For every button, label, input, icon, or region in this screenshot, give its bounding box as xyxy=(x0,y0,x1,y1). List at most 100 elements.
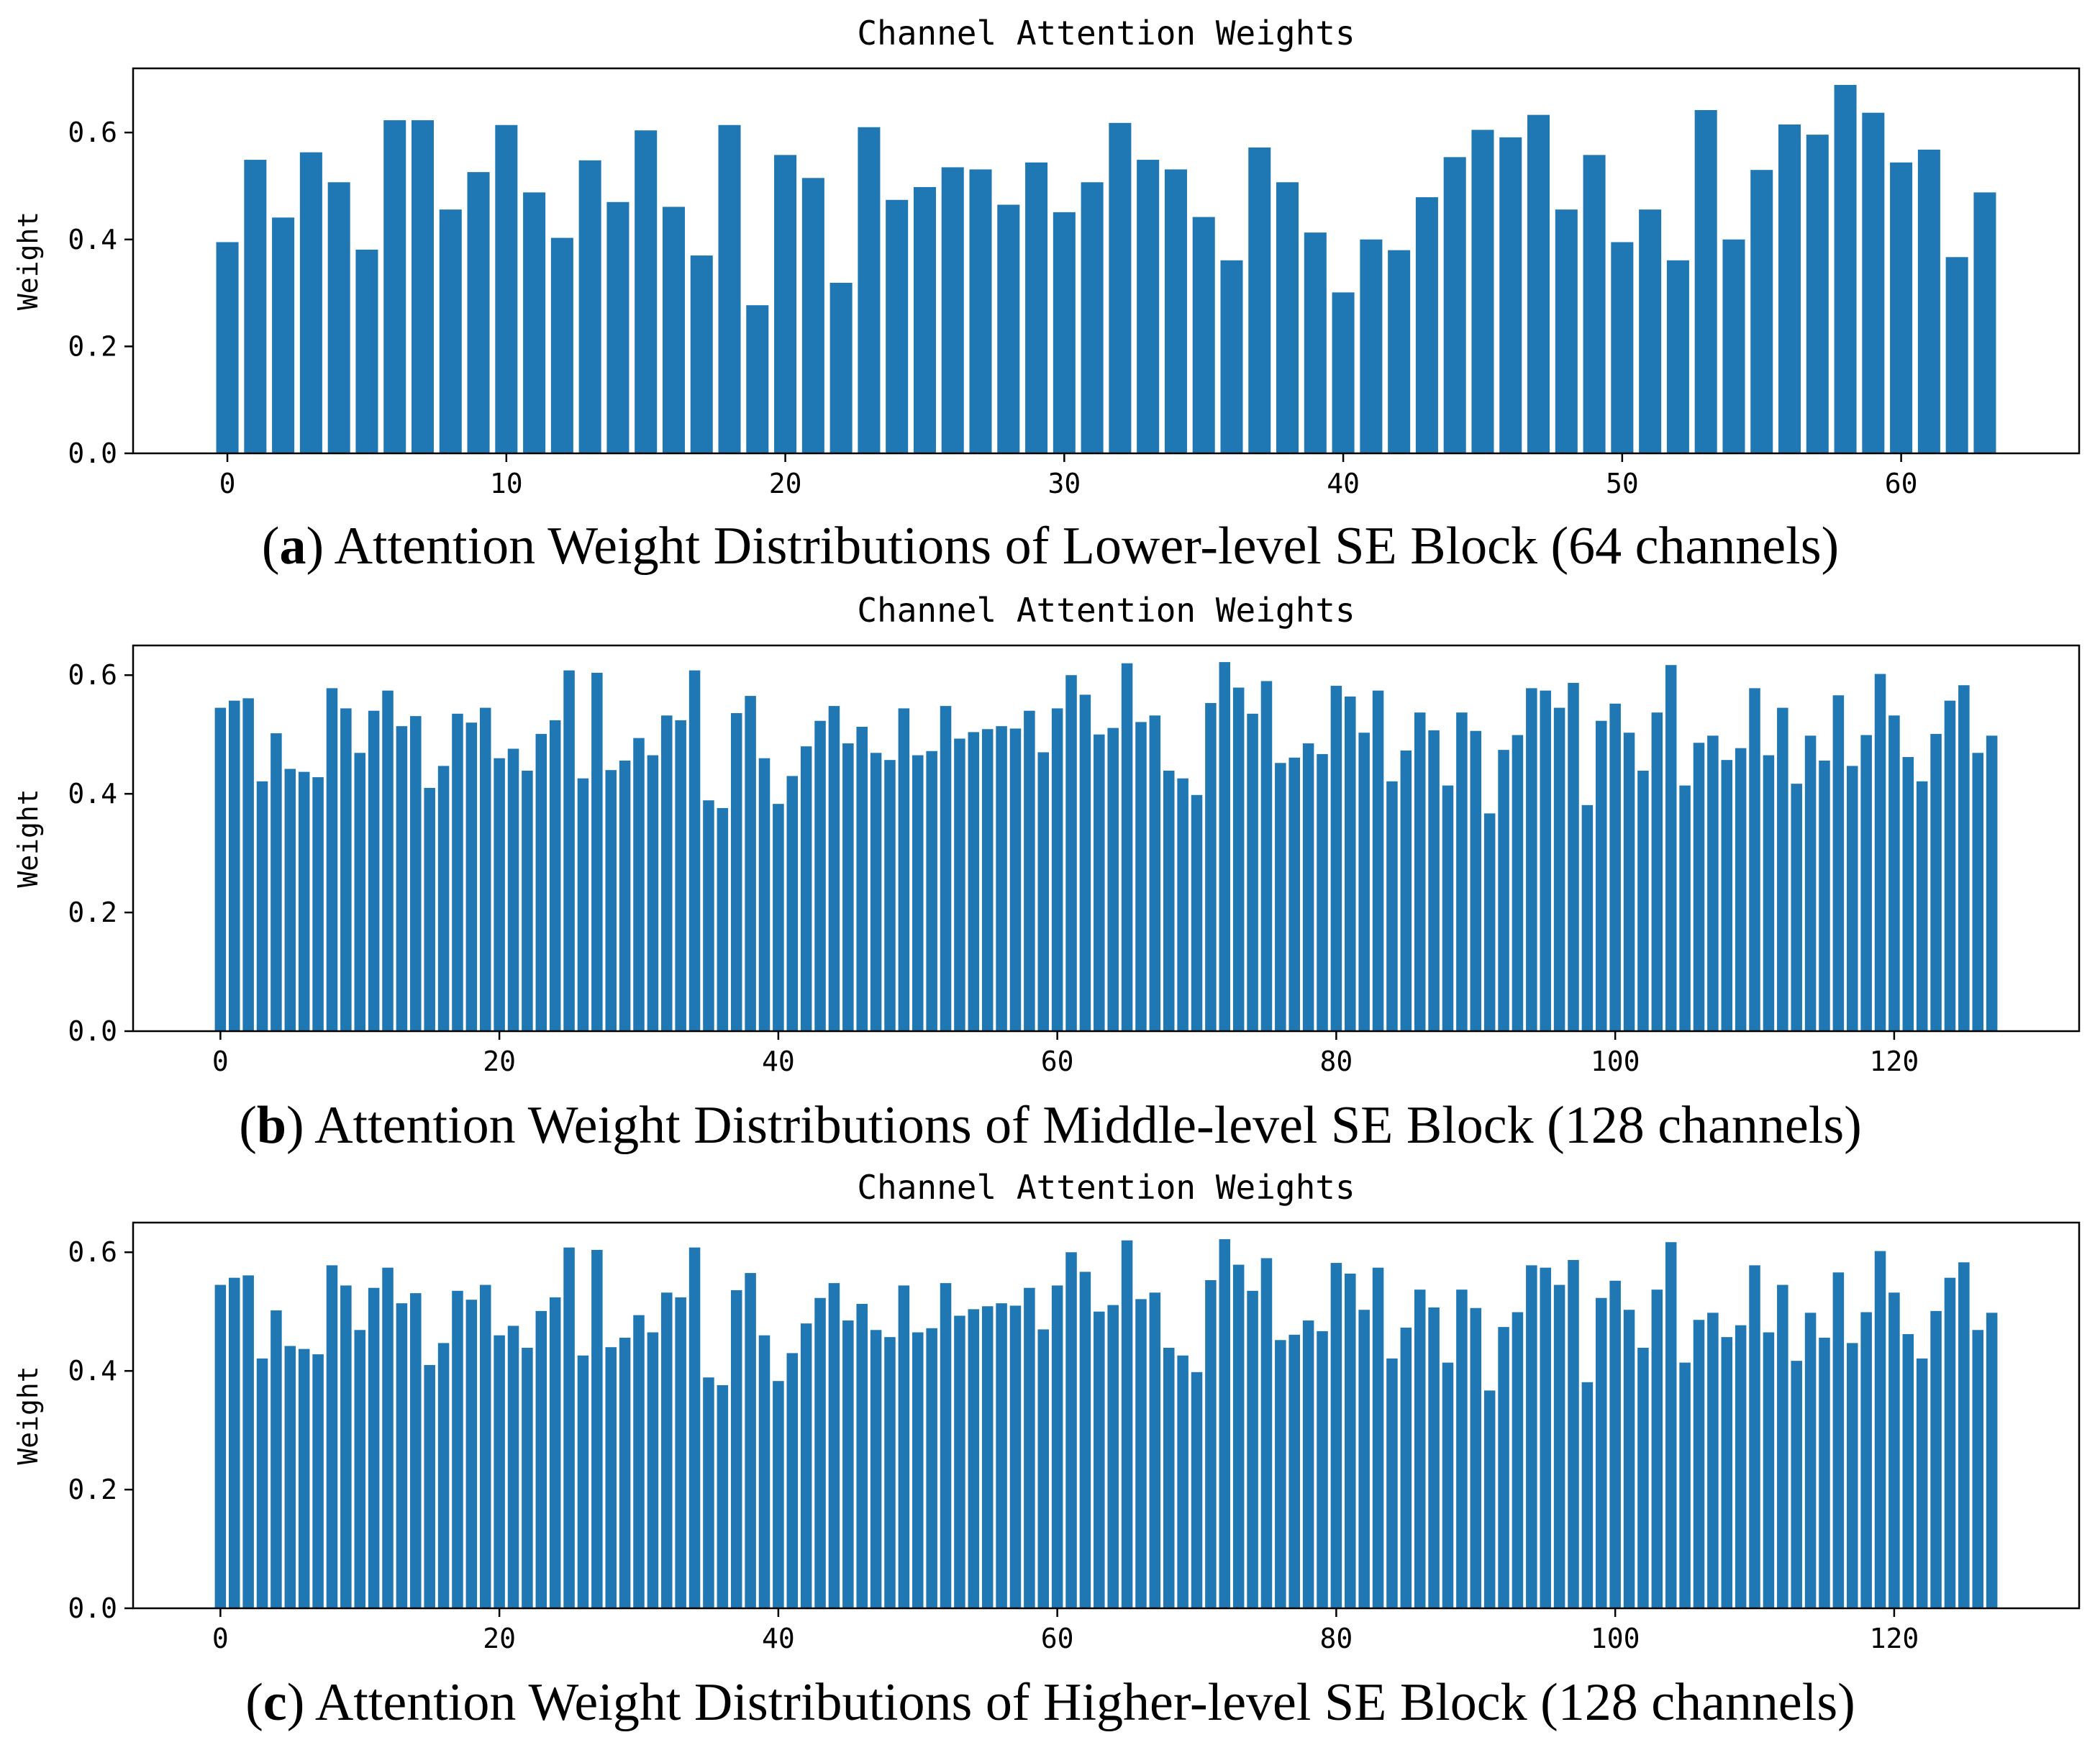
bar-channel-14 xyxy=(606,201,629,453)
bar-channel-88 xyxy=(1442,785,1454,1031)
bar-channel-96 xyxy=(1553,1284,1565,1608)
bar-channel-114 xyxy=(1804,735,1817,1031)
bar-channel-60 xyxy=(1051,1285,1063,1608)
bar-channel-87 xyxy=(1428,1307,1440,1608)
bar-channel-64 xyxy=(1107,1305,1119,1608)
bar-channel-111 xyxy=(1763,1332,1775,1608)
bar-channel-19 xyxy=(479,1284,491,1608)
bar-channel-0 xyxy=(216,242,239,453)
bar-channel-81 xyxy=(1345,696,1356,1031)
bar-channel-86 xyxy=(1414,1290,1426,1608)
bar-channel-91 xyxy=(1483,1390,1496,1608)
bar-channel-62 xyxy=(1945,257,1968,453)
bar-channel-115 xyxy=(1819,760,1830,1031)
caption-close-paren: ) xyxy=(286,1096,314,1155)
bar-channel-76 xyxy=(1275,763,1286,1031)
bar-channel-26 xyxy=(577,778,589,1031)
bar-channel-61 xyxy=(1917,149,1940,453)
bar-channel-15 xyxy=(635,130,658,453)
bar-channel-92 xyxy=(1498,750,1509,1031)
bar-channel-53 xyxy=(954,1315,965,1608)
bar-channel-53 xyxy=(1694,109,1717,453)
bar-channel-101 xyxy=(1623,733,1635,1031)
bar-channel-39 xyxy=(758,1335,771,1608)
bar-channel-21 xyxy=(507,748,519,1031)
bar-channel-2 xyxy=(242,1275,254,1608)
y-tick-label: 0.6 xyxy=(68,117,117,148)
bar-channel-61 xyxy=(1065,1252,1077,1608)
bar-channel-73 xyxy=(1232,687,1245,1031)
bar-channel-83 xyxy=(1372,690,1384,1031)
bar-channel-55 xyxy=(1750,170,1773,453)
bar-channel-19 xyxy=(479,707,491,1031)
caption-text: Attention Weight Distributions of Higher… xyxy=(315,1673,1855,1732)
bar-channel-54 xyxy=(968,1309,980,1608)
bar-channel-104 xyxy=(1665,1242,1677,1608)
bar-channel-13 xyxy=(578,160,601,453)
bar-channel-91 xyxy=(1483,813,1496,1031)
bar-channel-119 xyxy=(1874,1251,1886,1608)
bar-channel-51 xyxy=(1639,209,1662,453)
y-axis-label: Weight xyxy=(12,1366,44,1464)
chart-panel-c: Channel Attention Weights 0.0 0.2 0.4 0.6 0 20… xyxy=(12,1168,2081,1732)
bar-channel-34 xyxy=(688,670,701,1031)
chart-panel-b: Channel Attention Weights 0.0 0.2 0.4 0.6 0 20… xyxy=(12,591,2081,1155)
bar-channel-57 xyxy=(1009,1305,1022,1608)
bar-channel-95 xyxy=(1540,690,1551,1031)
x-tick-label: 40 xyxy=(1327,468,1360,499)
chart-title: Channel Attention Weights xyxy=(857,1168,1355,1207)
bar-channel-0 xyxy=(214,707,227,1031)
bar-channel-48 xyxy=(1555,209,1578,453)
bar-channel-11 xyxy=(523,192,546,453)
bar-channel-97 xyxy=(1568,1259,1579,1608)
bar-channel-79 xyxy=(1317,753,1328,1031)
bar-channel-55 xyxy=(981,1306,994,1608)
bar-channel-44 xyxy=(828,1283,840,1608)
bar-channel-75 xyxy=(1260,681,1273,1031)
bar-channel-51 xyxy=(926,1328,937,1608)
bar-channel-63 xyxy=(1973,192,1996,453)
bar-channel-122 xyxy=(1916,781,1928,1031)
bar-channel-50 xyxy=(1611,242,1634,453)
bar-channel-118 xyxy=(1860,735,1872,1031)
bar-channel-35 xyxy=(703,1377,714,1608)
bar-channel-42 xyxy=(1388,250,1411,453)
bar-channel-63 xyxy=(1094,1311,1105,1608)
bar-channel-111 xyxy=(1763,755,1775,1031)
panel-caption: (c) Attention Weight Distributions of Hi… xyxy=(245,1673,1855,1732)
bar-channel-74 xyxy=(1247,1290,1258,1608)
bar-channel-29 xyxy=(619,1337,631,1608)
bar-channel-100 xyxy=(1609,703,1621,1031)
bar-channel-54 xyxy=(968,732,980,1031)
bar-channel-93 xyxy=(1512,735,1524,1031)
bar-channel-34 xyxy=(1164,169,1187,453)
bar-channel-112 xyxy=(1777,1284,1788,1608)
bar-channel-73 xyxy=(1232,1264,1245,1608)
bar-channel-47 xyxy=(870,753,882,1031)
bar-channel-105 xyxy=(1679,1362,1691,1608)
bar-channel-23 xyxy=(535,1310,547,1608)
bar-channel-46 xyxy=(856,1303,868,1608)
bar-channel-71 xyxy=(1205,702,1217,1031)
bar-channel-127 xyxy=(1986,1313,1998,1608)
bar-channel-20 xyxy=(494,1335,505,1608)
bar-channel-122 xyxy=(1916,1358,1928,1608)
bar-channel-36 xyxy=(1220,260,1243,453)
bar-channel-101 xyxy=(1623,1310,1635,1608)
x-tick-label: 120 xyxy=(1870,1623,1919,1654)
bar-channel-65 xyxy=(1121,1240,1133,1608)
bar-channel-58 xyxy=(1834,85,1857,453)
bar-channel-103 xyxy=(1651,712,1663,1031)
caption-close-paren: ) xyxy=(306,517,335,576)
bar-channel-16 xyxy=(437,1343,450,1608)
bar-channel-10 xyxy=(495,124,518,453)
y-tick-label: 0.2 xyxy=(68,330,117,362)
bar-channel-76 xyxy=(1275,1340,1286,1608)
bar-channel-60 xyxy=(1890,162,1913,453)
panel-caption: (a) Attention Weight Distributions of Lo… xyxy=(262,517,1839,576)
bar-channel-89 xyxy=(1456,1290,1468,1608)
y-tick-label: 0.0 xyxy=(68,1015,117,1047)
bar-channel-36 xyxy=(717,1384,729,1608)
bar-channel-28 xyxy=(997,204,1020,453)
bar-channel-125 xyxy=(1958,1262,1970,1608)
